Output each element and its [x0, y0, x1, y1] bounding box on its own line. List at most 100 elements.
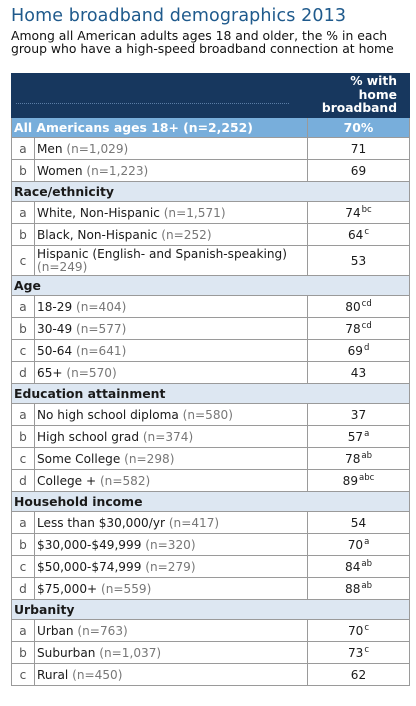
row-value: 89abc: [307, 469, 410, 492]
row-value: 53: [307, 245, 410, 276]
row-label: Some College (n=298): [34, 447, 308, 470]
row-label: Rural (n=450): [34, 663, 308, 686]
row-significance: c: [364, 623, 370, 633]
row-sample-size: (n=252): [161, 227, 212, 242]
row-letter: c: [11, 555, 35, 578]
chart-subtitle: Among all American adults ages 18 and ol…: [11, 28, 394, 56]
table-body: % with home broadband All Americans ages…: [11, 73, 410, 686]
row-letter: a: [11, 403, 35, 426]
row-label: Urban (n=763): [34, 619, 308, 642]
row-value: 70c: [307, 619, 410, 642]
row-value: 88ab: [307, 577, 410, 600]
row-label: 30-49 (n=577): [34, 317, 308, 340]
table-row: d College + (n=582) 89abc: [11, 469, 410, 492]
row-sample-size: (n=450): [72, 667, 123, 682]
total-value: 70%: [307, 117, 410, 138]
row-label-text: $75,000+: [37, 581, 101, 596]
row-value-number: 70: [347, 538, 364, 552]
row-letter: d: [11, 577, 35, 600]
broadband-table: % with home broadband All Americans ages…: [11, 73, 410, 686]
row-label: High school grad (n=374): [34, 425, 308, 448]
section-label: Household income: [11, 491, 410, 512]
row-value-number: 73: [347, 646, 364, 660]
row-sample-size: (n=577): [76, 321, 127, 336]
row-letter: a: [11, 137, 35, 160]
row-label-text: Suburban: [37, 645, 100, 660]
row-value: 71: [307, 137, 410, 160]
row-sample-size: (n=279): [145, 559, 196, 574]
table-row: a White, Non-Hispanic (n=1,571) 74bc: [11, 201, 410, 224]
section-label: Age: [11, 275, 410, 296]
row-significance: abc: [359, 473, 375, 483]
row-value-number: 64: [347, 228, 364, 242]
row-value-number: 54: [350, 515, 367, 530]
row-label-text: $30,000-$49,999: [37, 537, 146, 552]
row-label: $75,000+ (n=559): [34, 577, 308, 600]
row-significance: c: [364, 645, 370, 655]
row-label-text: High school grad: [37, 429, 143, 444]
table-row: a 18-29 (n=404) 80cd: [11, 295, 410, 318]
row-letter: c: [11, 245, 35, 276]
row-label-text: Men: [37, 141, 67, 156]
row-letter: a: [11, 295, 35, 318]
table-row: c Some College (n=298) 78ab: [11, 447, 410, 470]
row-value: 73c: [307, 641, 410, 664]
row-significance: bc: [361, 205, 372, 215]
row-sample-size: (n=1,037): [99, 645, 162, 660]
row-letter: b: [11, 533, 35, 556]
row-label: Suburban (n=1,037): [34, 641, 308, 664]
table-row: a Men (n=1,029) 71: [11, 137, 410, 160]
row-sample-size: (n=580): [182, 407, 233, 422]
chart-title: Home broadband demographics 2013: [11, 6, 347, 26]
row-value: 57a: [307, 425, 410, 448]
row-sample-size: (n=1,571): [163, 205, 226, 220]
row-letter: c: [11, 663, 35, 686]
row-label-text: Some College: [37, 451, 125, 466]
row-significance: ab: [361, 559, 372, 569]
row-value: 74bc: [307, 201, 410, 224]
row-letter: a: [11, 201, 35, 224]
row-value: 84ab: [307, 555, 410, 578]
row-sample-size: (n=763): [77, 623, 128, 638]
table-row: c Rural (n=450) 62: [11, 663, 410, 686]
row-label: Black, Non-Hispanic (n=252): [34, 223, 308, 246]
row-value: 64c: [307, 223, 410, 246]
table-row: b $30,000-$49,999 (n=320) 70a: [11, 533, 410, 556]
row-value-number: 78: [345, 322, 361, 336]
row-sample-size: (n=582): [99, 473, 151, 488]
row-sample-size: (n=641): [76, 343, 127, 358]
row-value-number: 70: [347, 624, 364, 638]
table-row: a No high school diploma (n=580) 37: [11, 403, 410, 426]
row-letter: b: [11, 641, 35, 664]
row-letter: c: [11, 447, 35, 470]
section-row: Household income: [11, 491, 410, 512]
row-label-text: Less than $30,000/yr: [37, 515, 169, 530]
row-value-number: 89: [342, 474, 359, 488]
row-value-number: 57: [347, 430, 364, 444]
row-significance: d: [363, 343, 370, 353]
row-sample-size: (n=249): [37, 259, 88, 274]
row-value-number: 71: [350, 141, 367, 156]
row-label: 65+ (n=570): [34, 361, 308, 384]
table-row: c $50,000-$74,999 (n=279) 84ab: [11, 555, 410, 578]
row-sample-size: (n=404): [76, 299, 127, 314]
row-label-text: Women: [37, 163, 87, 178]
row-label: No high school diploma (n=580): [34, 403, 308, 426]
row-value-number: 37: [350, 407, 367, 422]
row-letter: c: [11, 339, 35, 362]
table-row: a Urban (n=763) 70c: [11, 619, 410, 642]
row-value: 69d: [307, 339, 410, 362]
section-label: Race/ethnicity: [11, 181, 410, 202]
table-row: b Black, Non-Hispanic (n=252) 64c: [11, 223, 410, 246]
row-label-text: College +: [37, 473, 100, 488]
row-sample-size: (n=298): [124, 451, 175, 466]
row-label: College + (n=582): [34, 469, 308, 492]
row-value-number: 84: [345, 560, 361, 574]
row-value-number: 62: [350, 667, 367, 682]
row-label-text: Urban: [37, 623, 78, 638]
section-label: Urbanity: [11, 599, 410, 620]
table-row: c Hispanic (English- and Spanish-speaking…: [11, 245, 410, 276]
table-row: b 30-49 (n=577) 78cd: [11, 317, 410, 340]
row-letter: d: [11, 469, 35, 492]
row-value: 37: [307, 403, 410, 426]
